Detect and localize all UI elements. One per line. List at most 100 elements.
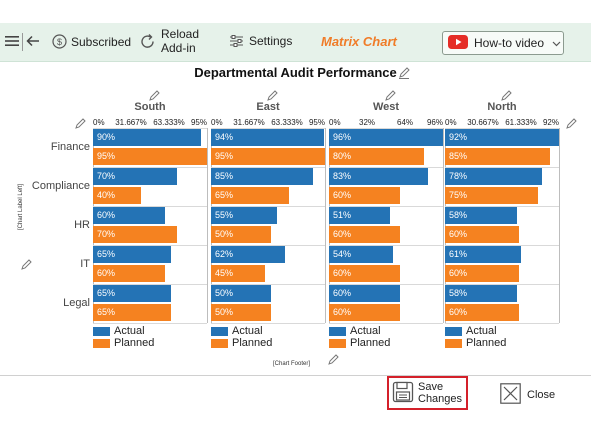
x-tick-label: 63.333% bbox=[153, 118, 185, 127]
edit-axis-right-pencil-icon[interactable] bbox=[565, 117, 577, 135]
bar-actual[interactable] bbox=[211, 168, 313, 185]
region-name-north[interactable]: North bbox=[487, 101, 517, 113]
legend-label: Planned bbox=[232, 337, 273, 349]
bar-actual[interactable] bbox=[329, 285, 401, 302]
menu-icon[interactable] bbox=[5, 35, 19, 47]
bar-planned[interactable] bbox=[329, 265, 401, 282]
bar-planned[interactable] bbox=[93, 226, 177, 243]
dollar-coin-icon: $ bbox=[52, 34, 67, 49]
bar-planned[interactable] bbox=[211, 265, 265, 282]
bar-planned[interactable] bbox=[445, 226, 520, 243]
legend-item-planned[interactable]: Planned bbox=[329, 337, 390, 349]
bar-planned[interactable] bbox=[93, 148, 207, 165]
panel-left-border bbox=[93, 128, 94, 323]
bar-planned[interactable] bbox=[93, 304, 171, 321]
bar-data-label: 60% bbox=[333, 288, 352, 298]
chart-footer-label[interactable]: [Chart Footer] bbox=[273, 361, 311, 367]
bar-planned[interactable] bbox=[93, 187, 141, 204]
bar-actual[interactable] bbox=[211, 129, 324, 146]
bar-planned[interactable] bbox=[211, 148, 325, 165]
settings-button[interactable]: Settings bbox=[229, 34, 292, 48]
legend-item-planned[interactable]: Planned bbox=[211, 337, 272, 349]
save-changes-button[interactable]: Save Changes bbox=[387, 376, 468, 410]
bar-actual[interactable] bbox=[445, 168, 542, 185]
bar-actual[interactable] bbox=[211, 246, 286, 263]
bar-planned[interactable] bbox=[445, 187, 538, 204]
subscribed-button[interactable]: $ Subscribed bbox=[52, 34, 131, 49]
edit-title-pencil-icon[interactable] bbox=[398, 66, 410, 84]
region-name-west[interactable]: West bbox=[372, 101, 400, 113]
bar-actual[interactable] bbox=[329, 168, 428, 185]
legend-item-actual[interactable]: Actual bbox=[211, 325, 263, 337]
bar-actual[interactable] bbox=[445, 246, 521, 263]
legend-item-actual[interactable]: Actual bbox=[93, 325, 145, 337]
x-tick-label: 95% bbox=[190, 118, 207, 127]
bar-data-label: 96% bbox=[333, 132, 352, 142]
x-tick-label: 31.667% bbox=[115, 118, 147, 127]
edit-region-pencil-icon[interactable] bbox=[266, 89, 278, 107]
legend-item-planned[interactable]: Planned bbox=[93, 337, 154, 349]
bar-actual[interactable] bbox=[329, 129, 443, 146]
bar-actual[interactable] bbox=[445, 129, 559, 146]
bar-actual[interactable] bbox=[93, 285, 171, 302]
edit-region-pencil-icon[interactable] bbox=[384, 89, 396, 107]
edit-axis-pencil-icon[interactable] bbox=[74, 117, 86, 135]
edit-region-pencil-icon[interactable] bbox=[148, 89, 160, 107]
bar-actual[interactable] bbox=[93, 168, 177, 185]
reload-label-line1: Reload bbox=[161, 27, 200, 41]
bar-planned[interactable] bbox=[329, 304, 401, 321]
chart-label-left[interactable]: [Chart Label Left] bbox=[18, 183, 24, 230]
bar-actual[interactable] bbox=[93, 207, 165, 224]
category-label: HR bbox=[74, 219, 90, 231]
bar-planned[interactable] bbox=[445, 148, 551, 165]
howto-video-button[interactable]: How-to video bbox=[442, 31, 564, 55]
category-label: Finance bbox=[50, 141, 90, 153]
edit-left-label-pencil-icon[interactable] bbox=[20, 258, 32, 276]
region-name-east[interactable]: East bbox=[256, 101, 280, 113]
bar-actual[interactable] bbox=[329, 207, 390, 224]
close-button[interactable]: Close bbox=[500, 383, 555, 407]
bar-planned[interactable] bbox=[445, 304, 520, 321]
legend-swatch bbox=[445, 326, 462, 336]
bar-planned[interactable] bbox=[329, 226, 401, 243]
legend-item-actual[interactable]: Actual bbox=[445, 325, 497, 337]
panel-gridline bbox=[329, 323, 443, 324]
panel-gridline bbox=[445, 245, 559, 246]
settings-sliders-icon bbox=[229, 34, 244, 48]
bar-actual[interactable] bbox=[329, 246, 394, 263]
panel-gridline bbox=[445, 284, 559, 285]
save-label-line1: Save bbox=[418, 381, 444, 393]
edit-region-pencil-icon[interactable] bbox=[500, 89, 512, 107]
reload-addin-button[interactable]: Reload Add-in bbox=[139, 27, 199, 55]
bar-actual[interactable] bbox=[93, 129, 201, 146]
bar-actual[interactable] bbox=[445, 207, 517, 224]
chart-title[interactable]: Departmental Audit Performance bbox=[0, 65, 591, 80]
bar-planned[interactable] bbox=[329, 187, 401, 204]
bar-data-label: 54% bbox=[333, 249, 352, 259]
panel-gridline bbox=[445, 323, 559, 324]
bar-planned[interactable] bbox=[93, 265, 165, 282]
bar-planned[interactable] bbox=[211, 304, 271, 321]
bar-planned[interactable] bbox=[445, 265, 520, 282]
panel-gridline bbox=[93, 284, 207, 285]
bar-actual[interactable] bbox=[211, 207, 277, 224]
panel-gridline bbox=[329, 284, 443, 285]
legend-item-actual[interactable]: Actual bbox=[329, 325, 381, 337]
legend-item-planned[interactable]: Planned bbox=[445, 337, 506, 349]
bar-planned[interactable] bbox=[211, 226, 271, 243]
bar-planned[interactable] bbox=[329, 148, 424, 165]
bar-actual[interactable] bbox=[211, 285, 271, 302]
panel-right-border bbox=[325, 128, 326, 323]
bar-data-label: 80% bbox=[333, 151, 352, 161]
bar-planned[interactable] bbox=[211, 187, 289, 204]
region-name-south[interactable]: South bbox=[134, 101, 166, 113]
panel-right-border bbox=[207, 128, 208, 323]
edit-footer-pencil-icon[interactable] bbox=[327, 353, 339, 371]
panel-gridline bbox=[211, 323, 325, 324]
legend-swatch bbox=[93, 338, 110, 348]
bar-actual[interactable] bbox=[445, 285, 517, 302]
bar-data-label: 95% bbox=[215, 151, 234, 161]
bar-actual[interactable] bbox=[93, 246, 171, 263]
back-arrow-icon[interactable] bbox=[26, 34, 40, 48]
x-tick-label: 0% bbox=[445, 118, 457, 127]
